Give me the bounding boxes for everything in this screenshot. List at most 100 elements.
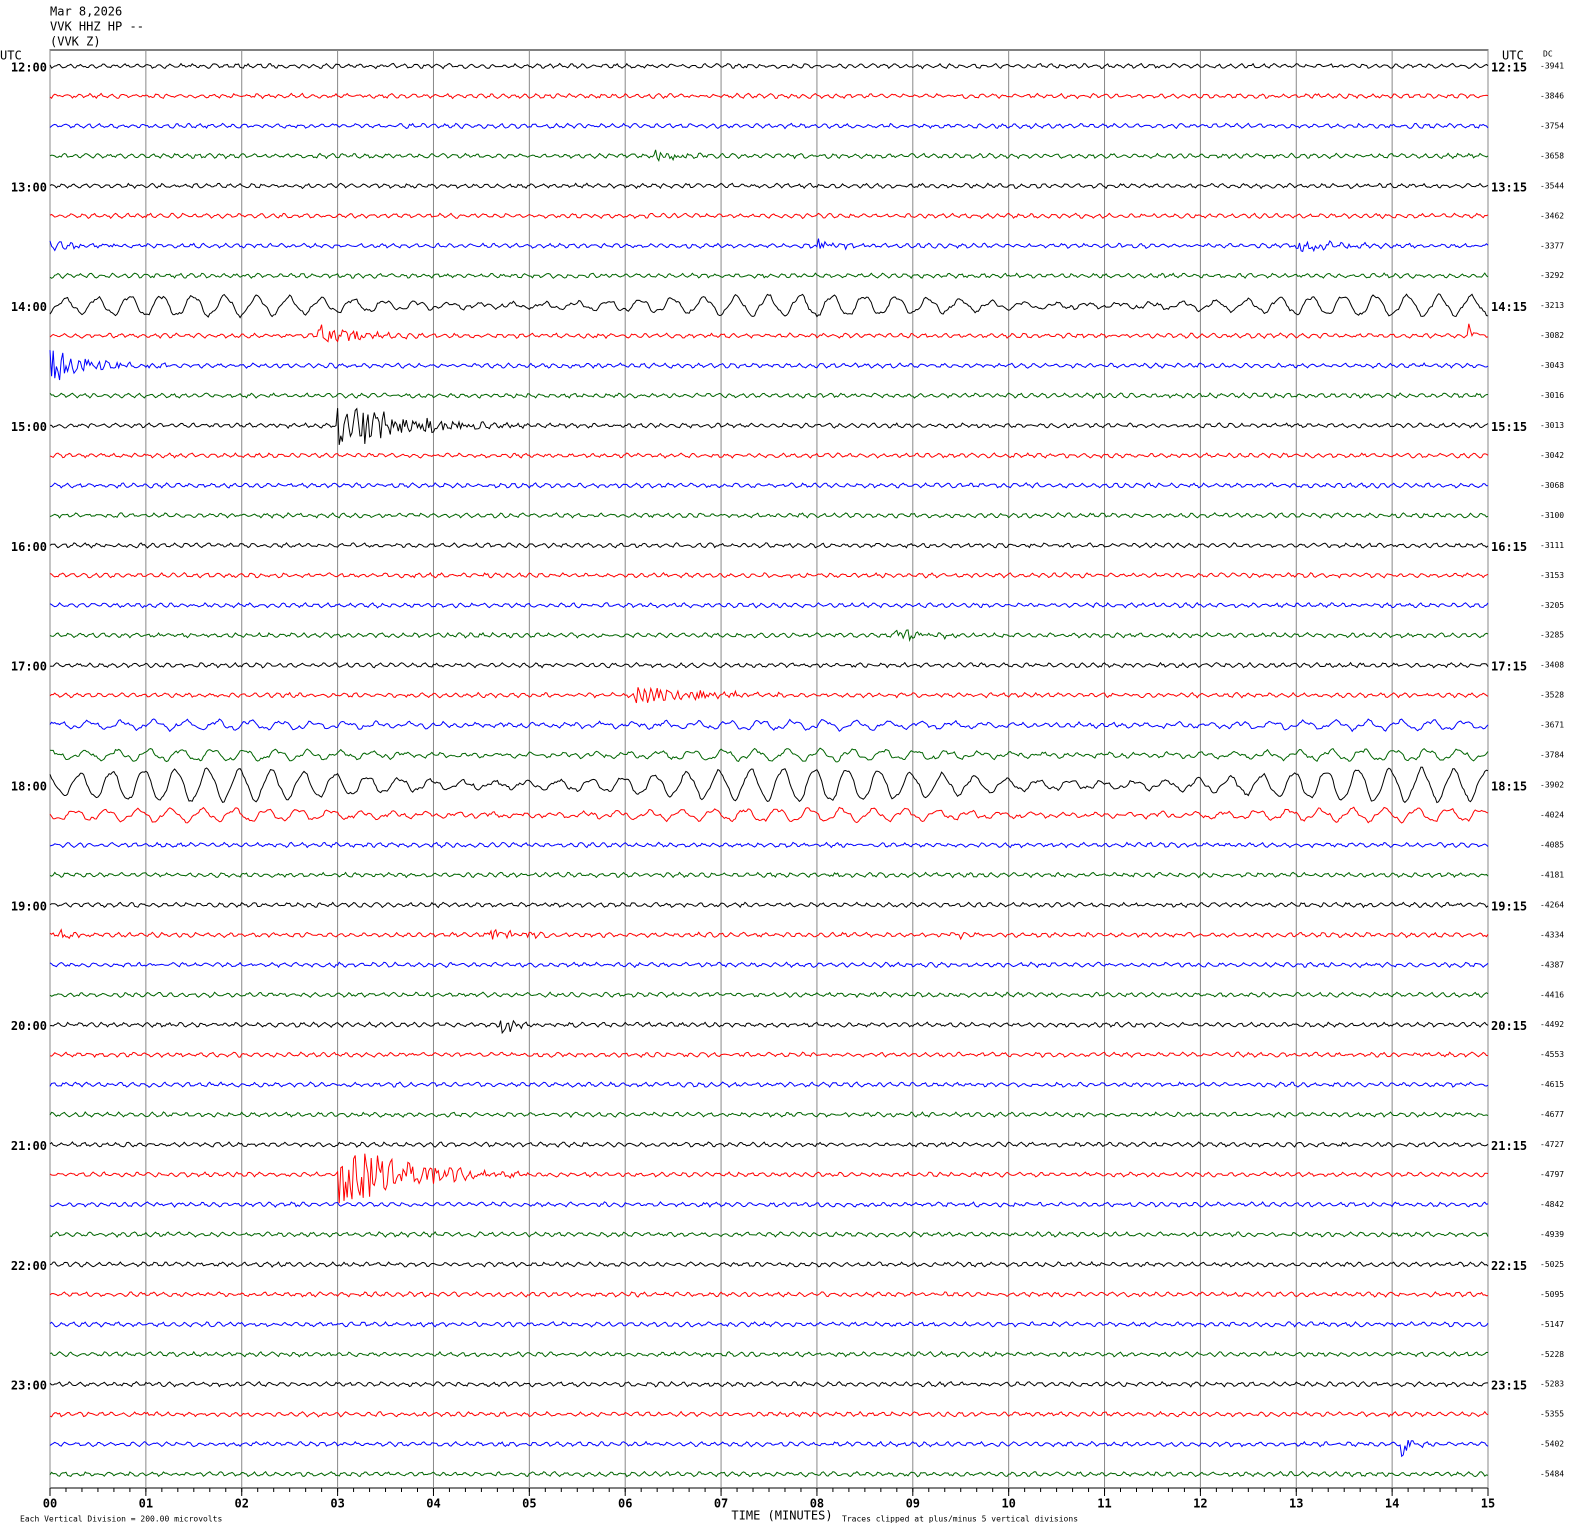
dc-value: -5095 bbox=[1540, 1290, 1564, 1299]
dc-value: -3205 bbox=[1540, 601, 1564, 610]
left-hour-label: 20:00 bbox=[11, 1019, 47, 1033]
trace bbox=[49, 1019, 1489, 1035]
dc-value: -3013 bbox=[1540, 421, 1564, 430]
dc-value: -4416 bbox=[1540, 990, 1564, 999]
right-hour-label: 18:15 bbox=[1491, 780, 1527, 794]
x-tick-label: 07 bbox=[714, 1497, 728, 1511]
trace bbox=[49, 1141, 1489, 1148]
trace bbox=[49, 92, 1489, 100]
dc-label: DC bbox=[1543, 50, 1553, 59]
x-tick-label: 12 bbox=[1193, 1497, 1207, 1511]
right-hour-label: 14:15 bbox=[1491, 300, 1527, 314]
trace bbox=[49, 1321, 1489, 1328]
trace bbox=[49, 1051, 1489, 1058]
left-hour-label: 12:00 bbox=[11, 61, 47, 75]
right-axis-label: UTC bbox=[1502, 49, 1524, 63]
right-hour-label: 22:15 bbox=[1491, 1259, 1527, 1273]
dc-value: -3408 bbox=[1540, 661, 1564, 670]
left-hour-label: 14:00 bbox=[11, 300, 47, 314]
trace bbox=[49, 542, 1489, 549]
trace bbox=[49, 407, 1489, 445]
trace bbox=[49, 1470, 1489, 1478]
dc-value: -5402 bbox=[1540, 1440, 1564, 1449]
title-line: VVK HHZ HP -- bbox=[50, 20, 144, 34]
dc-value: -3544 bbox=[1540, 181, 1564, 190]
dc-value: -4797 bbox=[1540, 1170, 1564, 1179]
right-hour-label: 21:15 bbox=[1491, 1139, 1527, 1153]
trace bbox=[49, 323, 1489, 343]
dc-value: -3292 bbox=[1540, 271, 1564, 280]
dc-value: -4677 bbox=[1540, 1110, 1564, 1119]
trace bbox=[49, 149, 1489, 162]
left-hour-label: 19:00 bbox=[11, 899, 47, 913]
dc-value: -3846 bbox=[1540, 91, 1564, 100]
x-tick-label: 02 bbox=[235, 1497, 249, 1511]
dc-value: -3377 bbox=[1540, 241, 1564, 250]
dc-value: -3068 bbox=[1540, 481, 1564, 490]
dc-value: -4939 bbox=[1540, 1230, 1564, 1239]
trace bbox=[49, 928, 1489, 941]
trace bbox=[49, 629, 1489, 643]
trace bbox=[49, 1350, 1489, 1358]
dc-value: -3784 bbox=[1540, 751, 1564, 760]
trace bbox=[49, 572, 1489, 579]
trace bbox=[49, 1153, 1489, 1204]
dc-value: -3213 bbox=[1540, 301, 1564, 310]
trace bbox=[49, 991, 1489, 999]
dc-value: -4842 bbox=[1540, 1200, 1564, 1209]
right-hour-label: 13:15 bbox=[1491, 180, 1527, 194]
right-hour-label: 16:15 bbox=[1491, 540, 1527, 554]
trace bbox=[49, 182, 1489, 190]
trace bbox=[49, 1439, 1489, 1458]
dc-value: -3902 bbox=[1540, 781, 1564, 790]
clip-note: Traces clipped at plus/minus 5 vertical … bbox=[842, 1515, 1078, 1524]
trace bbox=[49, 1201, 1489, 1208]
trace bbox=[49, 686, 1489, 704]
right-hour-label: 12:15 bbox=[1491, 61, 1527, 75]
trace bbox=[49, 122, 1489, 130]
dc-value: -5484 bbox=[1540, 1470, 1564, 1479]
x-tick-label: 15 bbox=[1481, 1497, 1495, 1511]
trace bbox=[49, 661, 1489, 669]
trace bbox=[49, 841, 1489, 849]
dc-value: -3754 bbox=[1540, 121, 1564, 130]
trace bbox=[49, 62, 1489, 70]
trace bbox=[49, 272, 1489, 279]
dc-value: -4615 bbox=[1540, 1080, 1564, 1089]
x-tick-label: 04 bbox=[426, 1497, 440, 1511]
left-hour-label: 23:00 bbox=[11, 1379, 47, 1393]
dc-value: -3462 bbox=[1540, 211, 1564, 220]
left-hour-label: 16:00 bbox=[11, 540, 47, 554]
scale-note: Each Vertical Division = 200.00 microvol… bbox=[20, 1515, 222, 1524]
trace bbox=[49, 1291, 1489, 1298]
right-hour-label: 19:15 bbox=[1491, 899, 1527, 913]
dc-value: -4334 bbox=[1540, 930, 1564, 939]
dc-value: -3528 bbox=[1540, 691, 1564, 700]
trace bbox=[49, 293, 1489, 319]
dc-value: -3042 bbox=[1540, 451, 1564, 460]
right-hour-label: 15:15 bbox=[1491, 420, 1527, 434]
dc-value: -3153 bbox=[1540, 571, 1564, 580]
trace bbox=[49, 602, 1489, 609]
x-tick-label: 08 bbox=[810, 1497, 824, 1511]
dc-value: -3658 bbox=[1540, 151, 1564, 160]
x-axis-label: TIME (MINUTES) bbox=[731, 1509, 832, 1523]
trace bbox=[49, 512, 1489, 519]
dc-value: -5355 bbox=[1540, 1410, 1564, 1419]
dc-value: -5228 bbox=[1540, 1350, 1564, 1359]
trace bbox=[49, 747, 1489, 763]
left-hour-label: 22:00 bbox=[11, 1259, 47, 1273]
x-tick-label: 11 bbox=[1097, 1497, 1111, 1511]
title-line: (VVK Z) bbox=[50, 35, 101, 49]
left-hour-label: 21:00 bbox=[11, 1139, 47, 1153]
title-line: Mar 8,2026 bbox=[50, 5, 122, 19]
trace bbox=[49, 482, 1489, 489]
dc-value: -5283 bbox=[1540, 1380, 1564, 1389]
dc-value: -3016 bbox=[1540, 391, 1564, 400]
dc-value: -4085 bbox=[1540, 840, 1564, 849]
trace bbox=[49, 961, 1489, 969]
dc-value: -3671 bbox=[1540, 721, 1564, 730]
dc-value: -3100 bbox=[1540, 511, 1564, 520]
dc-value: -5025 bbox=[1540, 1260, 1564, 1269]
